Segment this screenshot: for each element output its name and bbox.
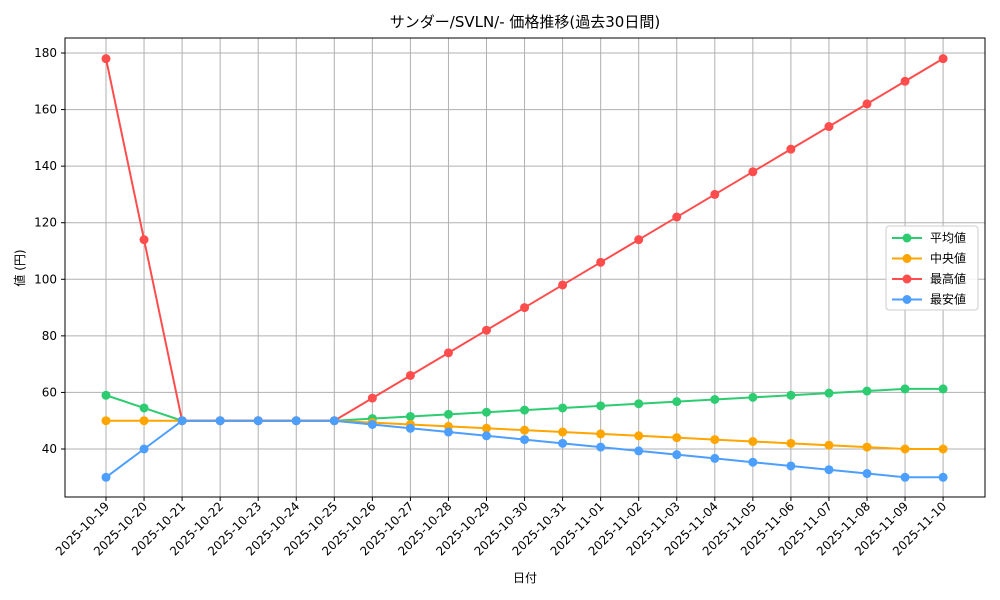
data-point <box>558 427 568 437</box>
data-point <box>215 416 225 426</box>
data-point <box>596 442 606 452</box>
x-axis-label: 日付 <box>513 571 537 585</box>
data-series <box>101 54 948 482</box>
data-point <box>938 444 948 454</box>
data-point <box>139 416 149 426</box>
data-point <box>862 469 872 479</box>
legend-marker <box>902 295 912 304</box>
data-point <box>710 189 720 199</box>
data-point <box>443 427 453 437</box>
data-point <box>862 442 872 452</box>
data-point <box>710 395 720 404</box>
legend-marker <box>902 274 912 284</box>
y-axis-ticks: 40 60 80 100 120 140 160 180 <box>34 46 65 456</box>
data-point <box>824 465 834 475</box>
data-point <box>367 393 377 403</box>
data-point <box>824 122 834 132</box>
data-point <box>672 397 682 407</box>
data-point <box>672 212 682 222</box>
data-point <box>596 401 606 411</box>
data-point <box>824 388 834 398</box>
data-point <box>101 416 111 426</box>
data-point <box>405 411 415 421</box>
y-tick-label: 60 <box>42 385 57 399</box>
data-point <box>482 325 491 335</box>
data-point <box>938 472 948 482</box>
data-point <box>938 54 948 64</box>
data-point <box>900 444 910 454</box>
data-point <box>520 405 530 415</box>
plot-frame <box>64 37 986 498</box>
y-tick-label: 40 <box>42 442 57 456</box>
data-point <box>596 257 606 267</box>
data-point <box>786 461 796 471</box>
data-point <box>672 433 682 443</box>
data-point <box>482 407 491 417</box>
data-point <box>367 419 377 429</box>
data-point <box>520 303 530 313</box>
data-point <box>634 446 644 456</box>
chart-title: サンダー/SVLN/- 価格推移(過去30日間) <box>390 13 660 31</box>
data-point <box>748 167 758 177</box>
data-point <box>900 472 910 482</box>
data-point <box>139 403 149 413</box>
data-point <box>748 392 758 402</box>
data-point <box>558 403 568 413</box>
x-axis-ticks: 2025-10-192025-10-202025-10-212025-10-22… <box>53 497 949 558</box>
data-point <box>710 435 720 445</box>
data-point <box>900 384 910 394</box>
data-point <box>824 440 834 450</box>
legend-box <box>885 225 979 311</box>
data-point <box>634 235 644 245</box>
y-tick-label: 80 <box>42 329 57 343</box>
y-tick-label: 160 <box>34 103 57 117</box>
y-tick-label: 140 <box>34 159 57 173</box>
data-point <box>748 457 758 467</box>
data-point <box>748 436 758 446</box>
data-point <box>139 444 149 454</box>
data-point <box>291 416 301 426</box>
data-point <box>482 423 491 433</box>
data-point <box>253 416 263 426</box>
data-point <box>329 416 339 426</box>
data-point <box>482 431 491 441</box>
legend-label: 中央値 <box>930 251 966 266</box>
y-tick-label: 120 <box>34 216 57 230</box>
data-point <box>634 431 644 441</box>
data-point <box>520 425 530 435</box>
legend-label: 最高値 <box>930 271 966 286</box>
data-point <box>101 390 111 400</box>
data-point <box>443 348 453 358</box>
legend-label: 平均値 <box>930 230 966 245</box>
data-point <box>862 386 872 396</box>
data-point <box>634 399 644 409</box>
data-point <box>862 99 872 109</box>
y-tick-label: 180 <box>34 46 57 60</box>
data-point <box>405 423 415 433</box>
data-point <box>101 54 111 64</box>
data-point <box>938 384 948 394</box>
data-point <box>177 416 187 426</box>
data-point <box>558 280 568 290</box>
y-axis-label: 値 (円) <box>12 249 27 286</box>
legend-marker <box>902 233 912 243</box>
data-point <box>596 429 606 439</box>
data-point <box>558 438 568 448</box>
data-point <box>786 390 796 400</box>
data-point <box>101 472 111 482</box>
legend-label: 最安値 <box>930 292 966 307</box>
data-point <box>443 409 453 419</box>
y-tick-label: 100 <box>34 272 57 286</box>
data-point <box>672 450 682 460</box>
data-point <box>405 370 415 380</box>
data-point <box>786 144 796 154</box>
legend-marker <box>902 254 912 263</box>
data-point <box>786 438 796 448</box>
data-point <box>520 435 530 445</box>
data-point <box>900 76 910 86</box>
data-point <box>139 235 149 245</box>
data-point <box>710 453 720 463</box>
